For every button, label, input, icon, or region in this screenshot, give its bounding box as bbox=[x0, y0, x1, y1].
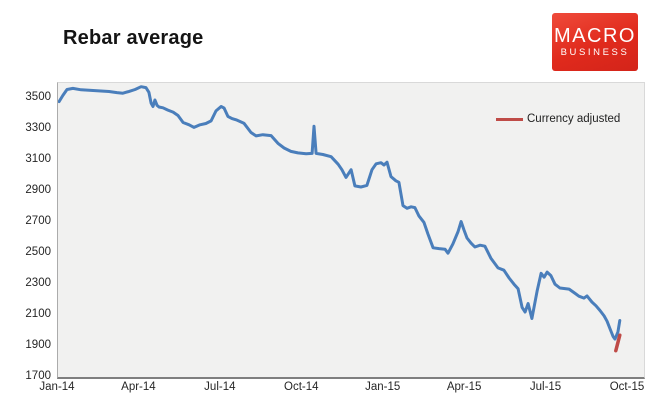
x-tick-label: Jan-15 bbox=[365, 381, 401, 393]
legend: Currency adjusted bbox=[496, 113, 620, 125]
x-tick-label: Oct-15 bbox=[609, 381, 645, 393]
y-tick-label: 2900 bbox=[25, 184, 51, 197]
y-tick-label: 3300 bbox=[25, 122, 51, 135]
y-tick-label: 1700 bbox=[25, 370, 51, 382]
chart-title: Rebar average bbox=[63, 27, 204, 49]
x-tick-label: Jul-15 bbox=[529, 381, 562, 393]
line-chart-svg bbox=[58, 85, 622, 353]
x-tick-label: Oct-14 bbox=[284, 381, 319, 393]
y-tick-label: 3500 bbox=[25, 91, 51, 104]
y-tick-label: 2500 bbox=[25, 246, 51, 259]
x-tick-label: Jan-14 bbox=[39, 381, 75, 393]
y-tick-label: 2700 bbox=[25, 215, 51, 228]
y-tick-label: 2300 bbox=[25, 277, 51, 290]
x-tick-label: Jul-14 bbox=[204, 381, 236, 393]
y-tick-label: 1900 bbox=[25, 339, 51, 352]
logo-text-macro: MACRO bbox=[554, 25, 636, 47]
legend-label: Currency adjusted bbox=[527, 113, 621, 125]
y-tick-label: 2100 bbox=[25, 308, 51, 321]
logo-text-business: BUSINESS bbox=[560, 47, 630, 58]
x-tick-label: Apr-14 bbox=[121, 381, 156, 393]
legend-line-swatch bbox=[496, 117, 523, 121]
x-tick-label: Apr-15 bbox=[446, 381, 482, 393]
plot-area: Currency adjusted bbox=[57, 82, 645, 379]
series-currency-adjusted bbox=[614, 333, 622, 353]
y-tick-label: 3100 bbox=[25, 153, 51, 166]
series-rebar-average bbox=[58, 85, 622, 341]
macrobusiness-logo: MACRO BUSINESS bbox=[552, 13, 638, 71]
